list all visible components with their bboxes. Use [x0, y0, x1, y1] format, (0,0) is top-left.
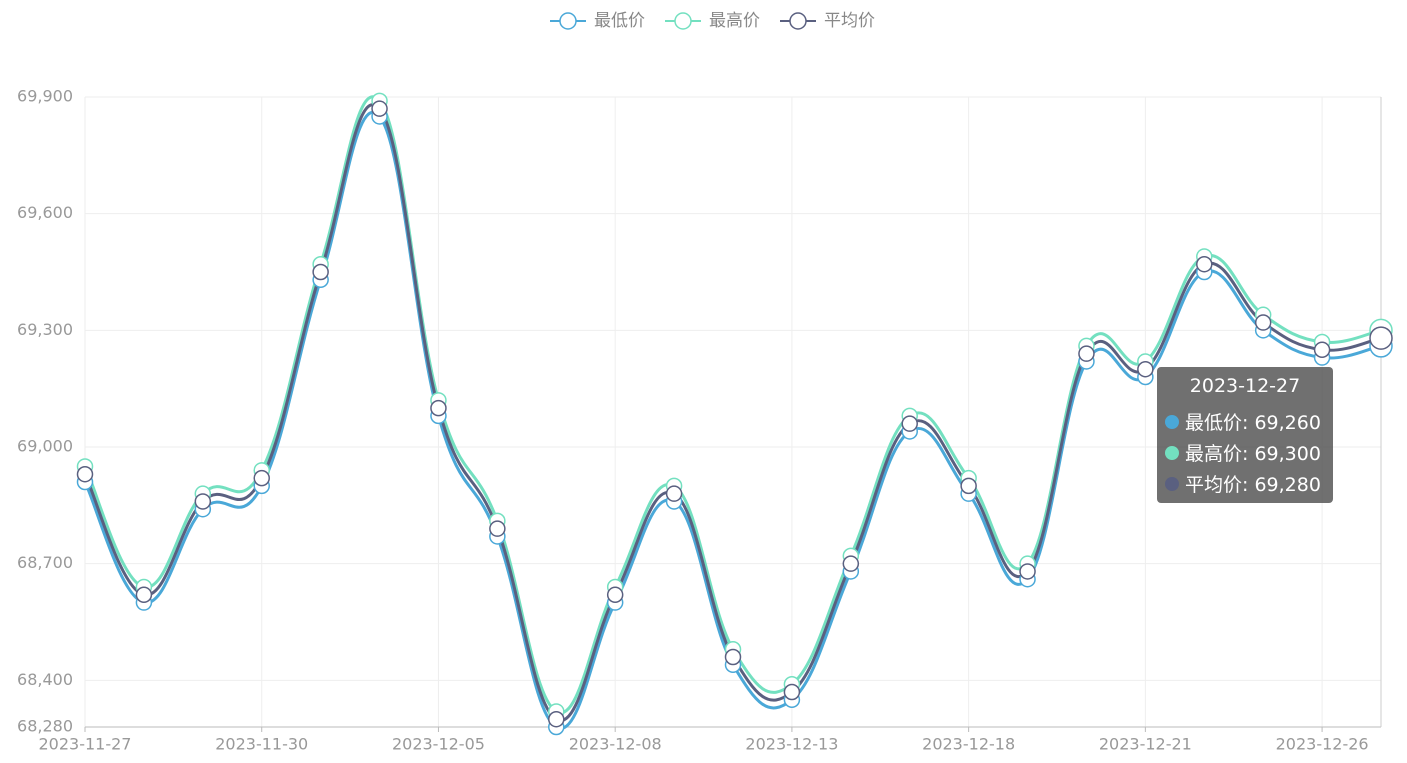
data-point	[489, 520, 506, 537]
y-tick-label: 69,600	[17, 203, 73, 222]
y-tick-label: 69,000	[17, 437, 73, 456]
data-point	[901, 415, 918, 432]
data-point	[1019, 563, 1036, 580]
y-tick-label: 69,300	[17, 320, 73, 339]
legend-icon	[674, 12, 692, 30]
data-point	[842, 555, 860, 572]
tooltip-marker	[1165, 445, 1179, 460]
x-tick-label: 2023-12-08	[569, 735, 662, 754]
tooltip-marker	[1165, 414, 1179, 429]
data-point	[783, 683, 801, 701]
x-tick-label: 2023-11-27	[39, 735, 132, 754]
tooltip-title: 2023-12-27	[1189, 375, 1301, 397]
tooltip-row: 最高价: 69,300	[1165, 437, 1333, 468]
series-line	[83, 111, 1382, 730]
tooltip-text: 最低价: 69,260	[1185, 412, 1321, 434]
data-point	[1254, 314, 1272, 331]
tooltip: 2023-12-27 最低价: 69,260 最高价: 69,300 平均价: 69…	[1157, 367, 1333, 503]
data-point	[430, 399, 447, 417]
data-point	[1369, 326, 1393, 350]
tooltip-row: 最低价: 69,260	[1165, 406, 1333, 437]
x-tick-label: 2023-12-21	[1099, 735, 1192, 754]
data-point	[1137, 360, 1154, 378]
data-point	[665, 485, 683, 502]
data-point	[371, 100, 388, 117]
data-point	[76, 465, 94, 483]
data-point	[253, 469, 270, 487]
data-point	[1078, 345, 1095, 362]
y-tick-label: 68,400	[17, 670, 73, 689]
legend-icon	[789, 12, 807, 30]
x-tick-label: 2023-11-30	[215, 735, 308, 754]
data-point	[548, 710, 565, 728]
data-point	[724, 648, 742, 666]
data-point	[1196, 255, 1213, 273]
tooltip-text: 最高价: 69,300	[1185, 443, 1321, 465]
legend-label: 最高价	[709, 11, 760, 31]
y-tick-label: 68,700	[17, 553, 73, 572]
data-point	[135, 586, 153, 604]
data-point	[1313, 341, 1331, 359]
x-tick-label: 2023-12-26	[1276, 735, 1369, 754]
data-point	[194, 493, 212, 510]
x-tick-label: 2023-12-05	[392, 735, 485, 754]
tooltip-row: 平均价: 69,280	[1165, 468, 1333, 499]
legend-label: 最低价	[594, 11, 645, 31]
legend-label: 平均价	[824, 11, 875, 31]
legend-icon	[559, 12, 577, 30]
x-tick-label: 2023-12-13	[745, 735, 838, 754]
tooltip-marker	[1165, 476, 1179, 491]
data-point	[312, 263, 329, 281]
data-point	[606, 586, 624, 604]
x-tick-label: 2023-12-18	[922, 735, 1015, 754]
y-tick-label: 68,280	[17, 717, 73, 736]
y-tick-label: 69,900	[17, 87, 73, 106]
tooltip-text: 平均价: 69,280	[1185, 474, 1321, 496]
data-point	[960, 477, 977, 495]
